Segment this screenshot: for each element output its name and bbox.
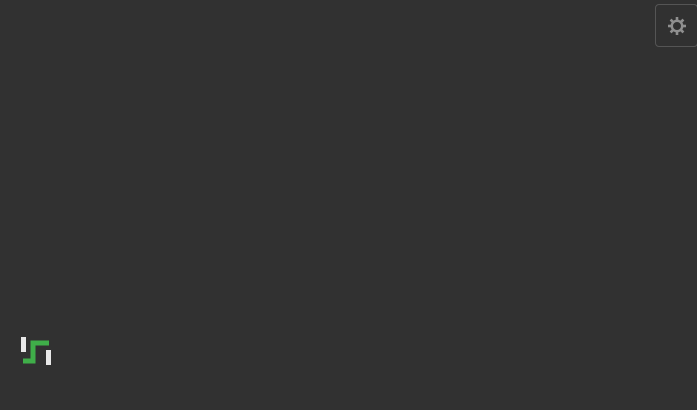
hand2note-logo <box>18 334 61 368</box>
settings-button[interactable] <box>655 4 697 47</box>
hand2note-mark-icon <box>21 337 51 365</box>
legend <box>0 402 697 410</box>
gear-icon <box>667 16 686 35</box>
